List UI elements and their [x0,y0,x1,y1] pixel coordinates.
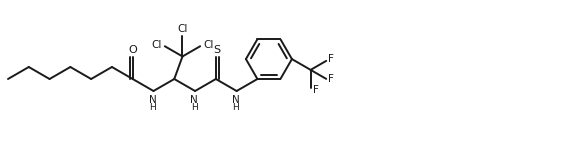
Text: Cl: Cl [152,40,162,50]
Text: F: F [312,85,319,95]
Text: H: H [232,103,239,112]
Text: F: F [328,74,334,84]
Text: Cl: Cl [203,40,213,50]
Text: F: F [328,54,334,64]
Text: H: H [149,103,156,112]
Text: N: N [190,95,198,105]
Text: N: N [149,95,156,105]
Text: H: H [191,103,198,112]
Text: O: O [128,45,137,55]
Text: S: S [213,45,220,55]
Text: Cl: Cl [177,24,188,34]
Text: N: N [231,95,239,105]
